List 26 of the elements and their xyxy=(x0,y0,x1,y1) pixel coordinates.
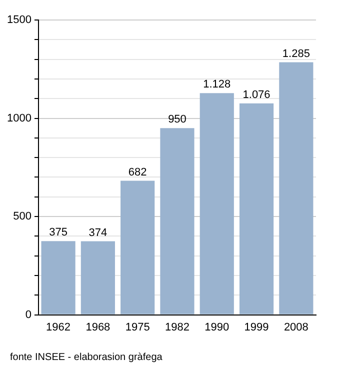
data-label: 1.285 xyxy=(282,48,310,60)
data-label: 374 xyxy=(88,226,108,239)
y-tick-label: 0 xyxy=(25,308,32,321)
x-tick-label: 2008 xyxy=(284,321,308,334)
x-tick-label: 1975 xyxy=(125,321,150,334)
y-tick-label: 1000 xyxy=(6,112,32,124)
data-label: 1.076 xyxy=(242,88,270,101)
data-label: 950 xyxy=(168,114,186,126)
bar xyxy=(41,241,76,314)
y-tick-label: 500 xyxy=(13,210,32,223)
bar xyxy=(80,241,115,314)
bar xyxy=(239,103,274,314)
x-tick-label: 1962 xyxy=(46,321,71,334)
y-tick-label: 1500 xyxy=(6,14,32,26)
data-label: 375 xyxy=(49,226,68,239)
x-tick-label: 1999 xyxy=(244,321,269,334)
bar xyxy=(279,62,314,314)
bar xyxy=(200,93,234,314)
x-tick-label: 1982 xyxy=(164,321,190,334)
x-tick-label: 1968 xyxy=(86,321,110,334)
data-label: 682 xyxy=(128,166,147,178)
bar xyxy=(120,180,155,314)
source-note: fonte INSEE - elaborasion gràfega xyxy=(10,352,164,363)
data-label: 1.128 xyxy=(203,78,231,91)
x-tick-label: 1990 xyxy=(204,321,230,334)
bar xyxy=(160,128,194,314)
